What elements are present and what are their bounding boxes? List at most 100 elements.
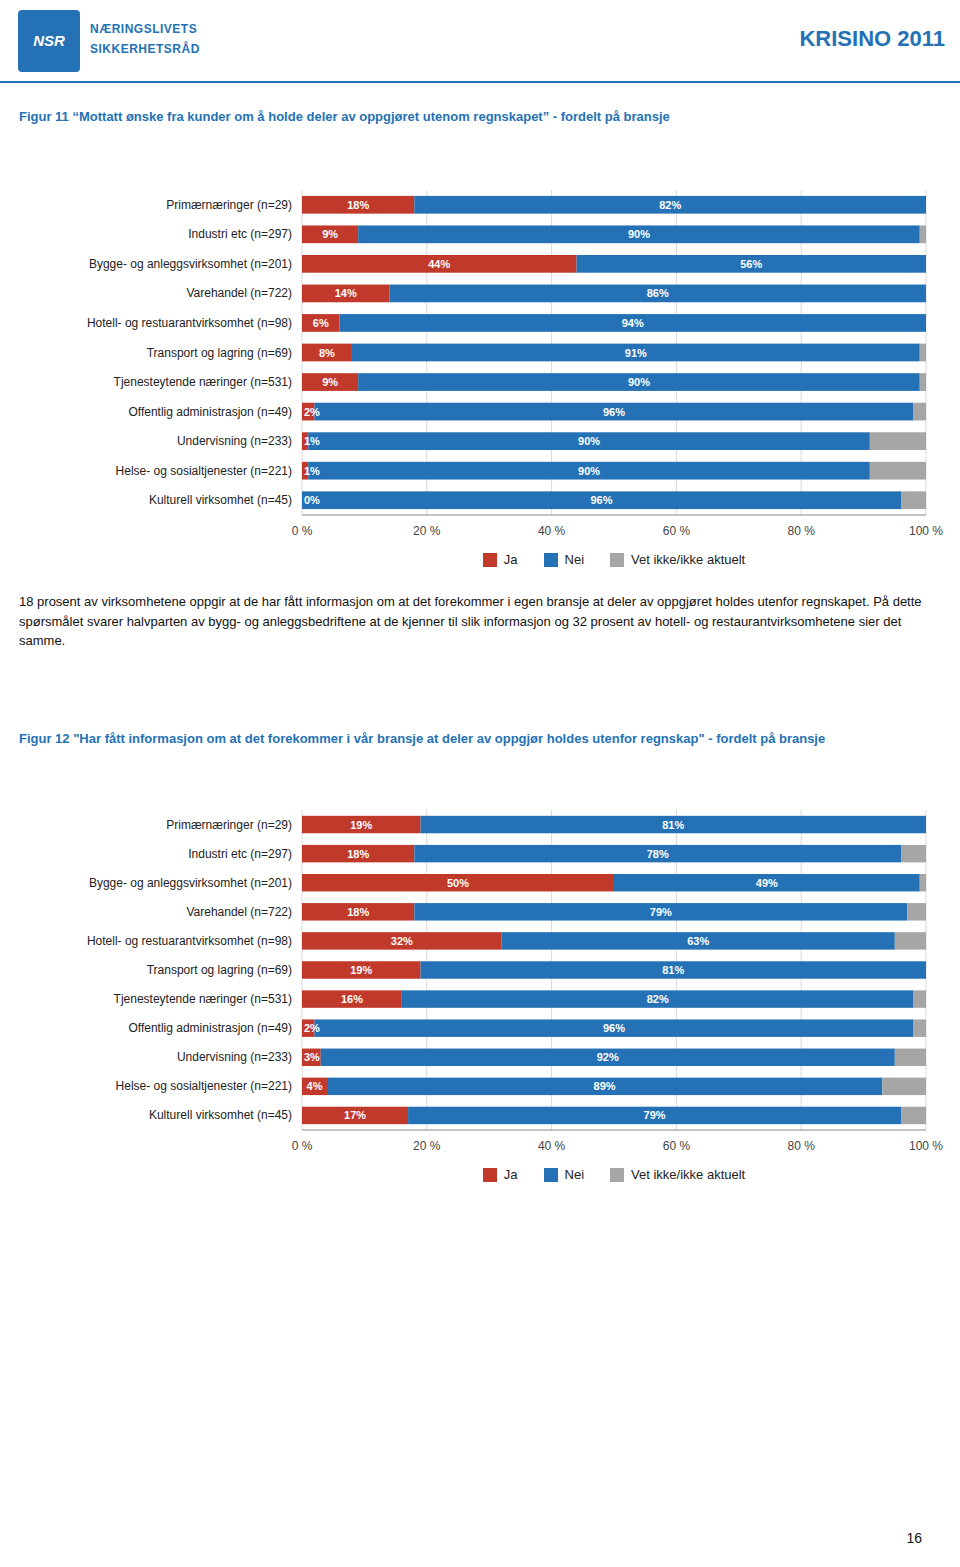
data-labels: 19%18%50%18%32%19%16%2%3%4%17%81%78%49%7… bbox=[304, 819, 778, 1122]
data-label: 90% bbox=[578, 435, 600, 447]
bar-segment bbox=[308, 432, 870, 450]
y-tick-label: Kulturell virksomhet (n=45) bbox=[149, 1108, 292, 1122]
bar-segment bbox=[901, 491, 926, 509]
data-label: 79% bbox=[650, 906, 672, 918]
data-label: 90% bbox=[628, 376, 650, 388]
bar-segment bbox=[901, 1107, 926, 1124]
data-label: 16% bbox=[341, 993, 363, 1005]
page-number: 16 bbox=[906, 1530, 922, 1546]
org-name: NÆRINGSLIVETS bbox=[90, 22, 197, 36]
legend-swatch bbox=[483, 1168, 497, 1182]
legend-item: Nei bbox=[544, 1167, 585, 1182]
y-tick-label: Hotell- og restuarantvirksomhet (n=98) bbox=[87, 934, 292, 948]
bar-segment bbox=[302, 285, 389, 303]
bar-segment bbox=[302, 1078, 327, 1095]
bar-segment bbox=[302, 903, 414, 920]
legend-label: Vet ikke/ikke aktuelt bbox=[631, 1167, 745, 1182]
legend-swatch bbox=[544, 1168, 558, 1182]
bar-segment bbox=[502, 932, 895, 949]
data-label: 2% bbox=[304, 406, 320, 418]
bar-chart: 0 %20 %40 %60 %80 %100 %Primærnæringer (… bbox=[0, 800, 960, 1160]
y-tick-label: Kulturell virksomhet (n=45) bbox=[149, 493, 292, 507]
data-label: 63% bbox=[687, 935, 709, 947]
bar-segment bbox=[421, 961, 926, 978]
data-label: 8% bbox=[319, 347, 335, 359]
legend-item: Ja bbox=[483, 1167, 518, 1182]
bar-segment bbox=[907, 903, 926, 920]
bar-segment bbox=[302, 1107, 408, 1124]
data-label: 32% bbox=[391, 935, 413, 947]
bar-segment bbox=[914, 1019, 926, 1036]
legend: Ja Nei Vet ikke/ikke aktuelt bbox=[302, 1167, 926, 1182]
legend-item: Vet ikke/ikke aktuelt bbox=[610, 552, 745, 567]
bar-segment bbox=[882, 1078, 926, 1095]
bar-segment bbox=[895, 932, 926, 949]
data-label: 19% bbox=[350, 819, 372, 831]
x-tick-label: 40 % bbox=[538, 524, 566, 538]
bar-segment bbox=[402, 990, 914, 1007]
header-rule bbox=[0, 81, 960, 83]
data-label: 89% bbox=[594, 1080, 616, 1092]
logo: NSR bbox=[18, 10, 80, 72]
report-name: KRISINO 2011 bbox=[799, 26, 945, 52]
bar-segment bbox=[926, 255, 927, 273]
data-label: 6% bbox=[313, 317, 329, 329]
data-label: 4% bbox=[307, 1080, 323, 1092]
chart-title: Figur 12 "Har fått informasjon om at det… bbox=[19, 730, 939, 748]
bars bbox=[302, 816, 926, 1124]
bar-segment bbox=[414, 903, 907, 920]
bar-segment bbox=[926, 196, 927, 214]
bar-segment bbox=[408, 1107, 901, 1124]
y-tick-label: Helse- og sosialtjenester (n=221) bbox=[116, 1079, 292, 1093]
y-tick-label: Tjenesteytende næringer (n=531) bbox=[114, 992, 292, 1006]
y-tick-label: Undervisning (n=233) bbox=[177, 1050, 292, 1064]
x-tick-label: 60 % bbox=[663, 524, 691, 538]
bar-segment bbox=[920, 373, 926, 391]
data-label: 81% bbox=[662, 819, 684, 831]
bar-segment bbox=[358, 225, 920, 243]
y-tick-label: Primærnæringer (n=29) bbox=[166, 198, 292, 212]
data-label: 2% bbox=[304, 1022, 320, 1034]
bar-segment bbox=[895, 1049, 926, 1066]
data-label: 81% bbox=[662, 964, 684, 976]
data-label: 49% bbox=[756, 877, 778, 889]
y-tick-label: Bygge- og anleggsvirksomhet (n=201) bbox=[89, 876, 292, 890]
data-labels: 18%9%44%14%6%8%9%2%1%1%0%82%90%56%86%94%… bbox=[304, 199, 762, 506]
bar-segment bbox=[302, 225, 358, 243]
y-tick-label: Industri etc (n=297) bbox=[188, 227, 292, 241]
bar-segment bbox=[302, 874, 614, 891]
data-label: 18% bbox=[347, 199, 369, 211]
legend-label: Ja bbox=[504, 552, 518, 567]
legend-swatch bbox=[610, 553, 624, 567]
bar-segment bbox=[302, 491, 901, 509]
bars bbox=[302, 196, 926, 509]
x-tick-label: 60 % bbox=[663, 1139, 691, 1153]
bar-segment bbox=[870, 462, 926, 480]
x-tick-label: 100 % bbox=[909, 524, 943, 538]
x-axis-line bbox=[302, 1130, 926, 1131]
x-tick-label: 80 % bbox=[788, 524, 816, 538]
legend-item: Ja bbox=[483, 552, 518, 567]
data-label: 96% bbox=[591, 494, 613, 506]
x-tick-label: 20 % bbox=[413, 1139, 441, 1153]
data-label: 78% bbox=[647, 848, 669, 860]
y-tick-label: Transport og lagring (n=69) bbox=[147, 346, 292, 360]
data-label: 1% bbox=[304, 435, 320, 447]
y-tick-label: Varehandel (n=722) bbox=[186, 286, 292, 300]
x-tick-label: 100 % bbox=[909, 1139, 943, 1153]
bar-segment bbox=[414, 196, 926, 214]
bar-segment bbox=[302, 344, 352, 362]
data-label: 92% bbox=[597, 1051, 619, 1063]
bar-segment bbox=[926, 961, 927, 978]
y-tick-label: Bygge- og anleggsvirksomhet (n=201) bbox=[89, 257, 292, 271]
legend-swatch bbox=[483, 553, 497, 567]
bar-segment bbox=[926, 314, 927, 332]
bar-segment bbox=[302, 373, 358, 391]
data-label: 94% bbox=[622, 317, 644, 329]
data-label: 86% bbox=[647, 287, 669, 299]
body-text: 18 prosent av virksomhetene oppgir at de… bbox=[19, 592, 939, 651]
bar-segment bbox=[308, 462, 870, 480]
data-label: 14% bbox=[335, 287, 357, 299]
x-axis-line bbox=[302, 515, 926, 516]
data-label: 90% bbox=[578, 465, 600, 477]
